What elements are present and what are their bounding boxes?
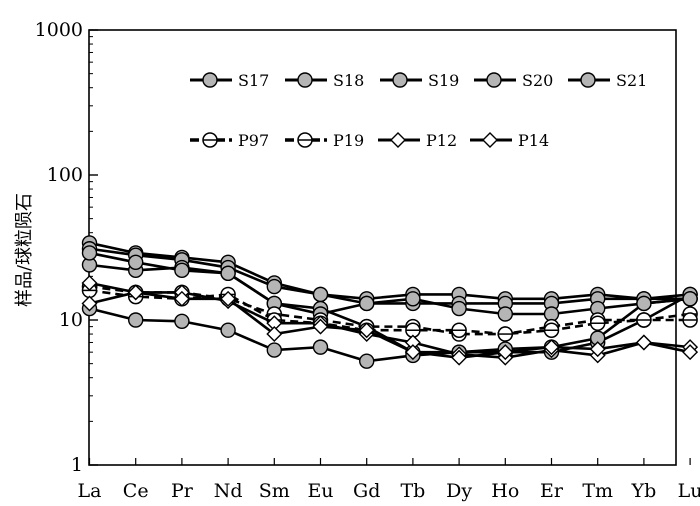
y-axis-label-group: 样品/球粒陨石 <box>14 193 35 307</box>
data-point-p14 <box>404 344 421 361</box>
data-point-s21 <box>266 342 282 358</box>
data-point-p12 <box>81 274 98 291</box>
series-p14 <box>81 284 699 366</box>
legend-marker <box>392 72 408 88</box>
data-point-p14 <box>220 290 237 307</box>
data-point-p14 <box>543 339 560 356</box>
x-tick-label: Nd <box>214 480 243 502</box>
data-point-s21 <box>682 291 698 307</box>
x-tick-label: Pr <box>171 480 194 502</box>
data-point-p14 <box>312 318 329 335</box>
series-layer <box>81 235 699 369</box>
y-ticks: 1 10 100 1000 <box>35 19 98 476</box>
data-point-s20 <box>174 262 190 279</box>
y-axis-label: 样品/球粒陨石 <box>14 193 35 307</box>
data-point-s21 <box>127 312 144 328</box>
legend-label: S20 <box>522 71 553 90</box>
legend-marker <box>482 132 498 148</box>
legend-item-s17: S17 <box>190 71 269 90</box>
legend-item-s21: S21 <box>568 71 647 90</box>
data-point-p14 <box>589 341 606 358</box>
x-tick-label: Lu <box>678 480 700 502</box>
legend-marker <box>297 72 313 88</box>
x-tick-label: Er <box>540 480 564 502</box>
x-tick-label: Eu <box>307 480 333 502</box>
data-point-p14 <box>266 326 283 343</box>
data-point-p14 <box>81 295 98 312</box>
data-point-s21 <box>312 339 329 355</box>
data-point-s20 <box>451 300 467 317</box>
data-point-p14 <box>451 349 468 366</box>
data-point-p14 <box>497 344 514 361</box>
legend-marker <box>580 72 596 88</box>
data-point-s21 <box>220 322 236 338</box>
x-tick-label: Gd <box>353 480 380 502</box>
x-tick-label: La <box>78 480 102 502</box>
legend-label: S19 <box>428 71 459 90</box>
legend-label: P14 <box>518 131 549 150</box>
x-tick-label: Ce <box>123 480 149 502</box>
x-tick-label: Yb <box>631 480 657 502</box>
series-line-p12 <box>89 281 691 359</box>
legend-label: P97 <box>238 131 269 150</box>
legend: S17 S18 S19 S20 S21 P97 P19 P12 P14 <box>190 71 647 150</box>
plot-border <box>88 29 677 466</box>
legend-label: P12 <box>426 131 457 150</box>
data-point-p14 <box>173 290 190 307</box>
data-point-s18 <box>312 286 329 303</box>
data-point-p14 <box>127 284 144 301</box>
y-tick-label: 1000 <box>35 19 83 41</box>
series-line-s17 <box>89 241 691 301</box>
data-point-s20 <box>359 295 375 312</box>
legend-label: P19 <box>333 131 364 150</box>
series-line-s20 <box>89 251 691 316</box>
series-line-p19 <box>89 289 691 336</box>
x-tick-label: Sm <box>259 480 290 502</box>
legend-label: S18 <box>333 71 364 90</box>
data-point-s20 <box>127 254 144 270</box>
data-point-p14 <box>358 322 375 339</box>
series-line-s18 <box>89 247 691 305</box>
legend-item-s20: S20 <box>474 71 553 90</box>
legend-marker <box>486 72 502 88</box>
data-point-s20 <box>220 265 236 281</box>
legend-item-p19: P19 <box>285 131 364 150</box>
legend-item-p14: P14 <box>470 131 549 150</box>
x-tick-label: Ho <box>491 480 519 502</box>
legend-label: S17 <box>238 71 269 90</box>
data-point-s21 <box>636 295 652 312</box>
legend-item-p12: P12 <box>378 131 457 150</box>
y-tick-label: 10 <box>59 309 83 331</box>
x-tick-label: Dy <box>446 480 472 502</box>
plot-frame <box>88 29 677 466</box>
y-tick-label: 100 <box>47 164 83 186</box>
data-point-p14 <box>635 334 652 351</box>
legend-item-s18: S18 <box>285 71 364 90</box>
legend-marker <box>390 132 406 148</box>
series-line-s21 <box>89 297 691 363</box>
data-point-s20 <box>497 306 513 322</box>
legend-label: S21 <box>616 71 647 90</box>
data-point-s20 <box>81 245 98 261</box>
data-point-s18 <box>266 278 282 295</box>
x-tick-label: Tm <box>582 480 613 502</box>
series-line-p97 <box>89 285 691 336</box>
data-point-s20 <box>405 291 421 307</box>
legend-marker <box>202 72 218 88</box>
legend-item-s19: S19 <box>380 71 459 90</box>
legend-item-p97: P97 <box>190 131 269 150</box>
y-tick-label: 1 <box>71 454 83 476</box>
x-tick-label: Tb <box>400 480 425 502</box>
data-point-s21 <box>174 313 190 329</box>
data-point-s21 <box>359 353 375 369</box>
x-ticks: La Ce Pr Nd Sm Eu Gd Tb Dy Ho Er Tm Yb Lu <box>78 458 700 502</box>
data-point-p14 <box>682 344 699 361</box>
